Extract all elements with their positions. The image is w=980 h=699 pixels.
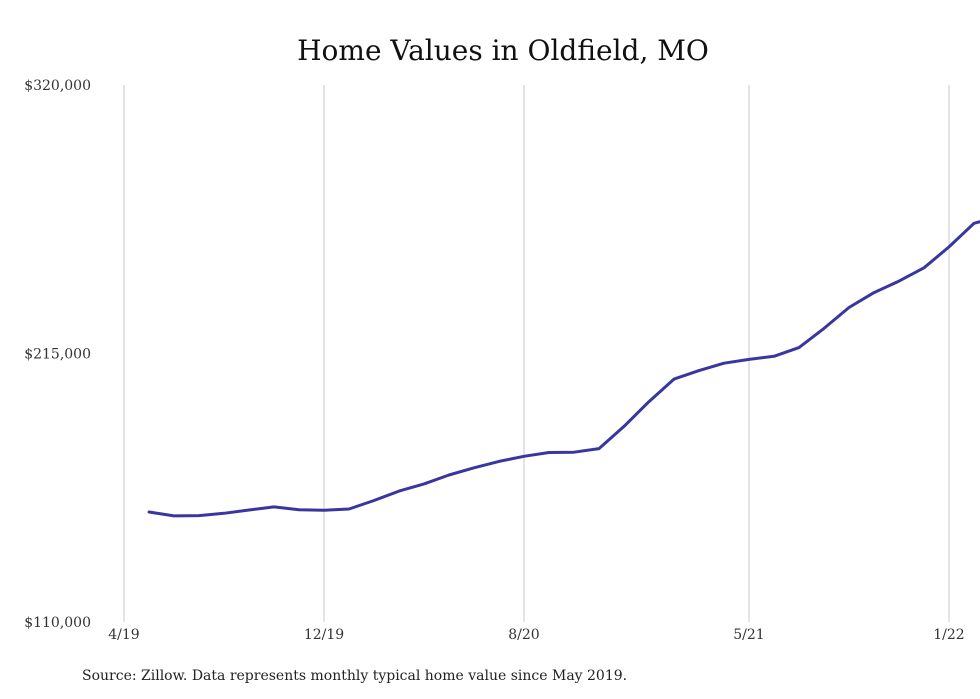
data-point bbox=[573, 451, 576, 454]
data-point bbox=[648, 400, 651, 403]
data-point bbox=[898, 280, 901, 283]
data-point bbox=[823, 327, 826, 330]
data-point bbox=[523, 455, 526, 458]
series-line bbox=[147, 220, 980, 518]
x-tick-label: 4/19 bbox=[108, 627, 139, 643]
data-point bbox=[473, 466, 476, 469]
data-point bbox=[848, 306, 851, 309]
data-point bbox=[273, 505, 276, 508]
data-point bbox=[323, 509, 326, 512]
data-point bbox=[748, 358, 751, 361]
data-point bbox=[373, 499, 376, 502]
data-point bbox=[948, 245, 951, 248]
data-point bbox=[598, 447, 601, 450]
data-point bbox=[298, 508, 301, 511]
data-point bbox=[348, 508, 351, 511]
gridlines bbox=[123, 85, 950, 622]
data-point bbox=[548, 451, 551, 454]
data-point bbox=[773, 355, 776, 358]
data-point bbox=[498, 460, 501, 463]
chart-title: Home Values in Oldfield, MO bbox=[297, 34, 709, 67]
data-point bbox=[973, 222, 976, 225]
data-point bbox=[398, 490, 401, 493]
data-point bbox=[198, 514, 201, 517]
data-point bbox=[923, 266, 926, 269]
data-point bbox=[873, 291, 876, 294]
data-point bbox=[248, 509, 251, 512]
data-point bbox=[673, 378, 676, 381]
x-tick-label: 12/19 bbox=[304, 627, 344, 643]
y-tick-label: $320,000 bbox=[24, 78, 91, 94]
x-tick-label: 5/21 bbox=[733, 627, 764, 643]
y-tick-label: $110,000 bbox=[24, 615, 91, 631]
data-point bbox=[173, 514, 176, 517]
labels-layer: 4/19 12/19 8/20 5/21 1/22 $110,000 $215,000 $32… bbox=[24, 78, 965, 643]
x-tick-label: 1/22 bbox=[933, 627, 964, 643]
data-point bbox=[148, 511, 151, 514]
data-point bbox=[623, 425, 626, 428]
y-tick-label: $215,000 bbox=[24, 347, 91, 363]
series-layer bbox=[147, 220, 980, 518]
data-point bbox=[423, 482, 426, 485]
source-note: Source: Zillow. Data represents monthly … bbox=[82, 668, 628, 684]
data-point bbox=[448, 474, 451, 477]
data-point bbox=[223, 512, 226, 515]
data-point bbox=[798, 346, 801, 349]
x-tick-label: 8/20 bbox=[508, 627, 539, 643]
data-point bbox=[723, 362, 726, 365]
data-point bbox=[698, 369, 701, 372]
